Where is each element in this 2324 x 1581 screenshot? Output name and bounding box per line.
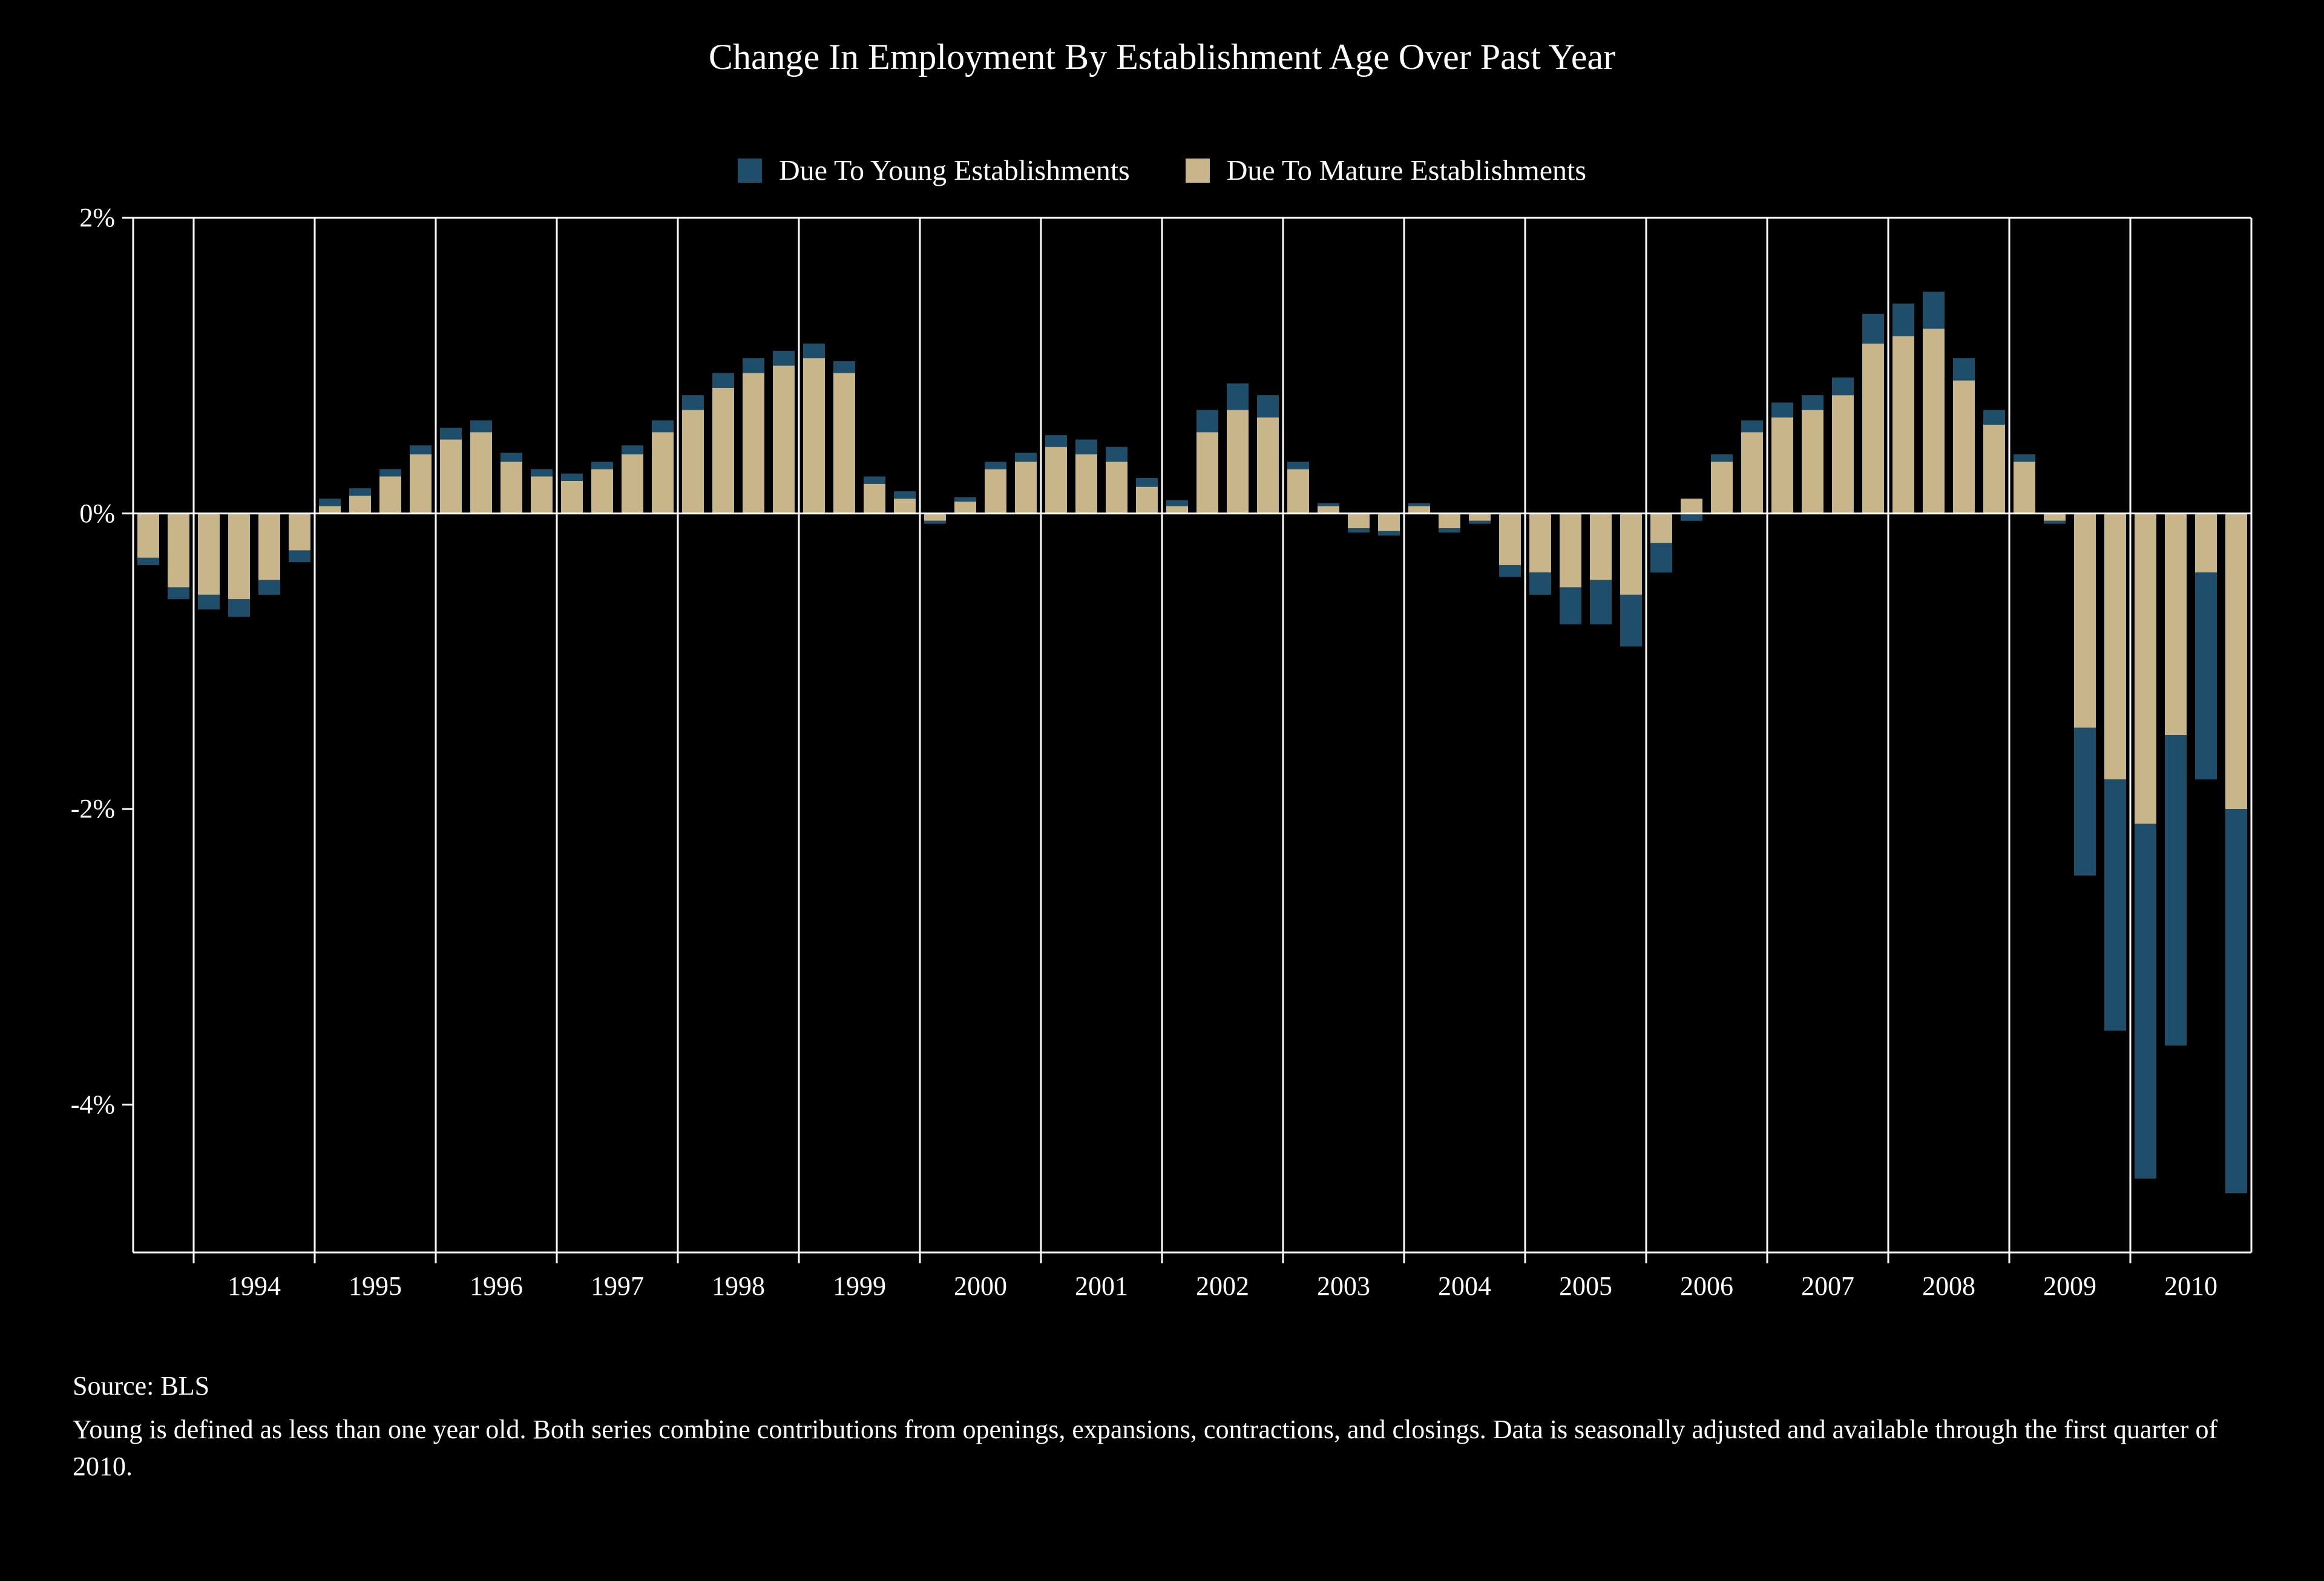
x-tick-label: 2002 (1196, 1271, 1249, 1301)
y-tick-label: 2% (48, 202, 115, 233)
y-tick-label: 0% (48, 498, 115, 529)
x-axis-labels: 1994 1995 1996 1997 1998 1999 2000 2001 2002 2003… (133, 1265, 2251, 1313)
x-tick-label: 2007 (1801, 1271, 1854, 1301)
x-tick-label: 1995 (349, 1271, 402, 1301)
page: Change In Employment By Establishment Ag… (0, 0, 2324, 1581)
x-tick-label: 2010 (2164, 1271, 2217, 1301)
chart-title: Change In Employment By Establishment Ag… (0, 36, 2324, 78)
legend-swatch-mature (1186, 159, 1210, 183)
chart-area: 2%0%-2%-4% 19941995199619971998199920002… (133, 218, 2251, 1252)
x-tick-label: 2006 (1680, 1271, 1733, 1301)
legend-item-young: Due To Young Establishments (738, 151, 1130, 187)
legend-item-mature: Due To Mature Establishments (1186, 151, 1586, 187)
x-tick-label: 1996 (470, 1271, 523, 1301)
x-tick-label: 2000 (954, 1271, 1007, 1301)
x-tick-label: 1998 (712, 1271, 765, 1301)
chart-svg (133, 218, 2251, 1252)
x-tick-label: 2004 (1438, 1271, 1491, 1301)
x-tick-label: 2005 (1559, 1271, 1612, 1301)
footer-note: Young is defined as less than one year o… (73, 1411, 2251, 1485)
source-text: Source: BLS (73, 1367, 2251, 1405)
x-tick-label: 1999 (833, 1271, 886, 1301)
y-tick-label: -2% (48, 793, 115, 824)
legend-label-young: Due To Young Establishments (779, 154, 1130, 186)
x-tick-label: 1997 (591, 1271, 644, 1301)
legend: Due To Young Establishments Due To Matur… (0, 151, 2324, 187)
x-tick-label: 1994 (228, 1271, 281, 1301)
footer: Source: BLS Young is defined as less tha… (73, 1367, 2251, 1485)
x-tick-label: 2008 (1922, 1271, 1975, 1301)
x-tick-label: 2009 (2043, 1271, 2096, 1301)
legend-label-mature: Due To Mature Establishments (1227, 154, 1586, 186)
x-tick-label: 2003 (1317, 1271, 1370, 1301)
y-tick-label: -4% (48, 1089, 115, 1120)
legend-swatch-young (738, 159, 762, 183)
x-tick-label: 2001 (1075, 1271, 1128, 1301)
